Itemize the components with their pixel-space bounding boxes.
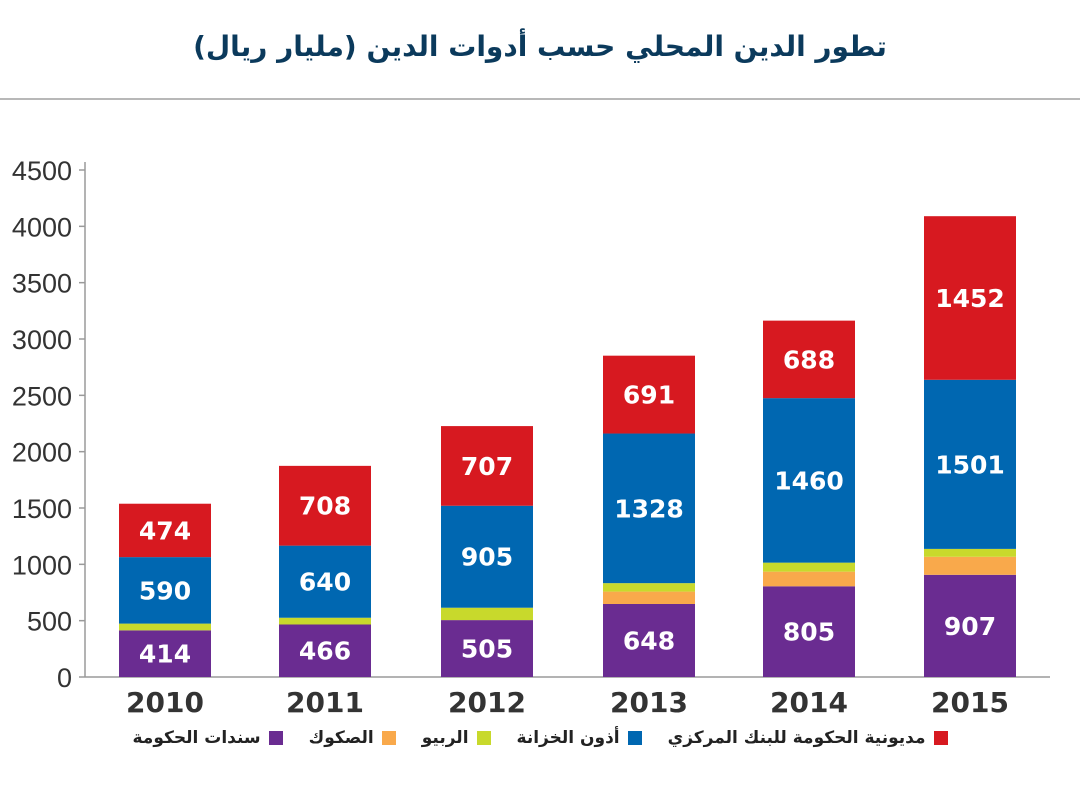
data-label: 648	[623, 626, 675, 655]
data-label: 907	[944, 612, 996, 641]
bar-segment	[924, 574, 1016, 677]
data-label: 1452	[935, 284, 1005, 313]
bar-segment	[441, 426, 533, 506]
bar-segment	[603, 603, 695, 677]
bar-segment	[441, 620, 533, 677]
data-label: 640	[299, 568, 351, 597]
y-tick-label: 3500	[12, 269, 72, 299]
legend-label: الربيو	[421, 728, 469, 748]
bar-segment	[441, 505, 533, 608]
bar-segment	[119, 623, 211, 631]
bar-segment	[441, 607, 533, 621]
title-divider	[0, 98, 1080, 100]
bar-segment	[924, 216, 1016, 380]
bar-segment	[763, 320, 855, 399]
x-tick-label: 2013	[610, 686, 688, 719]
legend-item: الصكوك	[309, 728, 396, 748]
y-tick-label: 4000	[12, 212, 72, 242]
bar-segment	[279, 624, 371, 677]
legend-item: مديونية الحكومة للبنك المركزي	[668, 728, 948, 748]
y-tick-label: 4500	[12, 156, 72, 186]
x-tick-label: 2014	[770, 686, 848, 719]
legend-label: سندات الحكومة	[132, 728, 261, 748]
y-tick-label: 1500	[12, 494, 72, 524]
data-label: 805	[783, 618, 835, 647]
bar-segment	[924, 379, 1016, 549]
bar-segment	[603, 355, 695, 434]
x-tick-label: 2015	[931, 686, 1009, 719]
bar-segment	[279, 545, 371, 618]
data-label: 688	[783, 345, 835, 374]
bar-segment	[763, 398, 855, 563]
x-tick-label: 2012	[448, 686, 526, 719]
legend-swatch	[627, 731, 642, 745]
data-label: 905	[461, 543, 513, 572]
y-tick-label: 2000	[12, 438, 72, 468]
y-tick-label: 0	[57, 663, 72, 693]
x-tick-label: 2010	[126, 686, 204, 719]
bar-segment	[924, 556, 1016, 575]
data-label: 1328	[614, 494, 684, 523]
bar-segment	[603, 591, 695, 604]
bar-segment	[119, 557, 211, 624]
legend-label: مديونية الحكومة للبنك المركزي	[667, 728, 926, 748]
x-axis: 2010 2011 2012 2013 2014 2015	[85, 676, 1050, 719]
bar-segment	[279, 617, 371, 625]
y-tick-label: 500	[27, 607, 72, 637]
data-label: 474	[139, 516, 191, 545]
legend-swatch	[381, 731, 396, 745]
bar-segment	[119, 630, 211, 677]
data-label: 505	[461, 635, 513, 664]
legend-item: سندات الحكومة	[133, 728, 283, 748]
bar-segment	[763, 586, 855, 677]
data-label: 414	[139, 640, 191, 669]
y-tick-label: 1000	[12, 550, 72, 580]
bar-segment	[603, 433, 695, 584]
legend-label: الصكوك	[308, 728, 374, 748]
legend-item: الربيو	[422, 728, 491, 748]
bars	[119, 216, 1016, 677]
data-label: 707	[461, 452, 513, 481]
bar-segment	[763, 562, 855, 572]
data-label: 466	[299, 637, 351, 666]
data-label: 1460	[774, 466, 844, 495]
data-label: 590	[139, 576, 191, 605]
bar-segment	[279, 465, 371, 546]
legend: سندات الحكومة الصكوك الربيو أذون الخزانة مدي…	[40, 728, 1040, 748]
legend-item: أذون الخزانة	[517, 728, 642, 748]
legend-swatch	[476, 731, 491, 745]
stacked-bar-chart: 0 500 1000 1500 2000 2500 3000 3500 4000 4500 201…	[12, 156, 1050, 719]
chart-title: تطور الدين المحلي حسب أدوات الدين (مليار…	[193, 30, 887, 63]
legend-swatch	[933, 731, 948, 745]
legend-label: أذون الخزانة	[516, 728, 620, 748]
bar-segment	[119, 503, 211, 558]
bar-segment	[603, 583, 695, 592]
y-tick-label: 2500	[12, 381, 72, 411]
data-label: 708	[299, 492, 351, 521]
y-axis: 0 500 1000 1500 2000 2500 3000 3500 4000 4500	[12, 156, 86, 693]
data-label: 1501	[935, 450, 1005, 479]
y-tick-label: 3000	[12, 325, 72, 355]
data-label: 691	[623, 381, 675, 410]
x-tick-label: 2011	[286, 686, 364, 719]
data-labels: 414 590 474 466 640 708 505 905 707 648 1328 691 805…	[139, 284, 1005, 669]
bar-segment	[763, 571, 855, 587]
legend-swatch	[268, 731, 283, 745]
bar-segment	[924, 548, 1016, 557]
